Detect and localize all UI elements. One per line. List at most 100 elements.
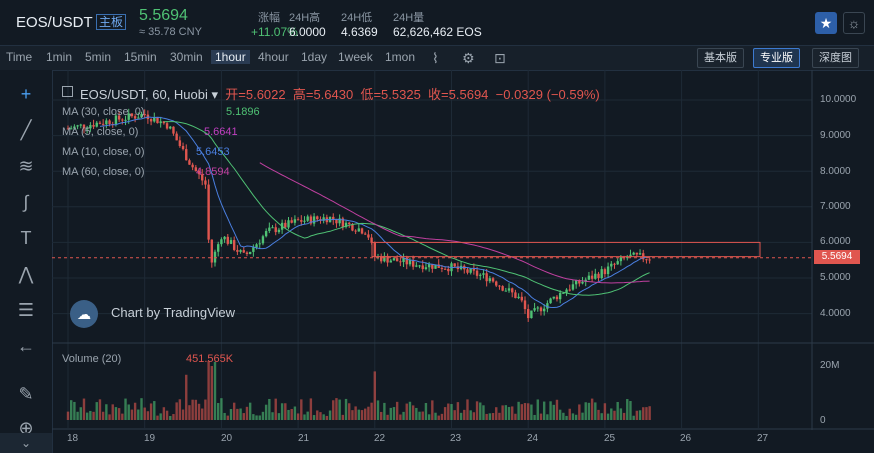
candle-body	[287, 220, 290, 228]
volume-bar	[325, 415, 329, 420]
low-label: 低=	[360, 87, 382, 102]
measure-icon[interactable]: ☰	[17, 300, 35, 320]
volume-bar	[159, 413, 162, 420]
volume-bar	[127, 404, 130, 420]
candle-body	[482, 273, 485, 275]
interval-1mon[interactable]: 1mon	[385, 50, 416, 64]
volume-bar	[236, 408, 239, 420]
date-tick: 23	[450, 433, 462, 444]
drawn-rectangle	[371, 241, 761, 258]
change-value: −0.0329 (−0.59%)	[495, 87, 600, 102]
text-tool-icon[interactable]: T	[20, 228, 32, 248]
volume-bar	[217, 403, 220, 420]
candle-body	[581, 281, 584, 284]
settings-icon[interactable]: ⚙	[462, 50, 475, 66]
ma60-line	[259, 162, 650, 284]
volume-bar	[341, 414, 345, 420]
interval-4hour[interactable]: 4hour	[258, 50, 289, 64]
low-value: 5.5325	[381, 87, 421, 102]
volume-label[interactable]: Volume (20)	[62, 353, 122, 365]
interval-30min[interactable]: 30min	[170, 50, 203, 64]
candle-body	[124, 119, 127, 121]
volume-bar	[197, 403, 201, 420]
ma10-label[interactable]: MA (10, close, 0)	[62, 146, 145, 158]
volume-bar	[296, 413, 300, 420]
crosshair-icon[interactable]: +	[20, 84, 32, 104]
candle-body	[533, 308, 536, 311]
screenshot-icon[interactable]: ⊡	[494, 50, 506, 66]
volume-bar	[584, 402, 587, 420]
candle-body	[108, 120, 111, 125]
candle-body	[520, 296, 524, 301]
volume-bar	[427, 414, 431, 420]
interval-15min[interactable]: 15min	[124, 50, 157, 64]
candle-body	[635, 252, 639, 255]
candle-body	[242, 250, 245, 253]
candle-body	[236, 249, 239, 252]
back-arrow-icon[interactable]: ←	[17, 336, 35, 356]
depth-view-button[interactable]: 深度图	[812, 48, 859, 68]
ma60-label[interactable]: MA (60, close, 0)	[62, 166, 145, 178]
stat-label-high: 24H高	[289, 12, 321, 24]
candle-body	[638, 253, 642, 255]
volume-bar	[242, 413, 245, 420]
volume-bar	[89, 410, 92, 420]
interval-1min[interactable]: 1min	[46, 50, 73, 64]
candle-body	[98, 122, 102, 124]
volume-bar	[456, 402, 460, 420]
interval-1week[interactable]: 1week	[338, 50, 373, 64]
brush-icon[interactable]: ∫	[23, 192, 29, 212]
pattern-icon[interactable]: ⋀	[18, 264, 34, 284]
board-badge: 主板	[96, 14, 127, 30]
volume-bar	[638, 410, 642, 420]
volume-bar	[98, 399, 102, 420]
candle-body	[121, 119, 124, 121]
volume-bar	[440, 413, 444, 420]
legend-symbol[interactable]: EOS/USDT, 60, Huobi	[80, 87, 208, 102]
collapse-chevron-icon[interactable]: ⌄	[0, 433, 52, 453]
ma5-label[interactable]: MA (5, close, 0)	[62, 126, 139, 138]
trendline-icon[interactable]: ╱	[20, 120, 32, 140]
stat-value-volume: 62,626,462 EOS	[393, 25, 482, 39]
pair-title[interactable]: EOS/USDT	[16, 14, 93, 31]
volume-bar	[181, 409, 185, 420]
volume-bar	[379, 411, 383, 420]
ma10-value: 5.6453	[196, 146, 230, 158]
interval-1hour[interactable]: 1hour	[211, 50, 250, 64]
collapse-legend-icon[interactable]	[62, 86, 73, 97]
volume-bar	[450, 404, 453, 420]
volume-bar	[549, 401, 552, 420]
candle-body	[530, 310, 533, 319]
candle-body	[498, 285, 501, 287]
candle-body	[632, 252, 635, 255]
ma30-label[interactable]: MA (30, close, 0)	[62, 106, 145, 118]
candle-body	[197, 170, 201, 175]
candle-body	[76, 125, 79, 127]
volume-bar	[277, 413, 281, 420]
date-tick: 20	[221, 433, 233, 444]
interval-5min[interactable]: 5min	[85, 50, 112, 64]
candle-body	[421, 265, 424, 270]
candle-body	[536, 307, 539, 309]
candle-body	[213, 251, 217, 263]
ruler-icon[interactable]: ✎	[18, 384, 34, 404]
price-chart[interactable]	[52, 70, 874, 453]
theme-toggle-icon[interactable]: ☼	[843, 12, 865, 34]
candle-body	[127, 113, 130, 120]
chart-type-icon[interactable]: ⌇	[432, 50, 439, 66]
interval-time[interactable]: Time	[6, 50, 33, 64]
candle-body	[229, 240, 233, 244]
interval-1day[interactable]: 1day	[301, 50, 328, 64]
candle-body	[268, 227, 271, 232]
pro-view-button[interactable]: 专业版	[753, 48, 800, 68]
volume-bar	[344, 398, 348, 420]
watermark-text[interactable]: Chart by TradingView	[111, 305, 236, 320]
fib-icon[interactable]: ≋	[18, 156, 34, 176]
candle-body	[364, 233, 367, 235]
basic-view-button[interactable]: 基本版	[697, 48, 744, 68]
volume-value: 451.565K	[186, 353, 234, 365]
volume-bar	[95, 402, 98, 420]
candle-body	[584, 279, 587, 282]
favorite-star-icon[interactable]: ★	[815, 12, 837, 34]
volume-bar	[258, 415, 261, 420]
